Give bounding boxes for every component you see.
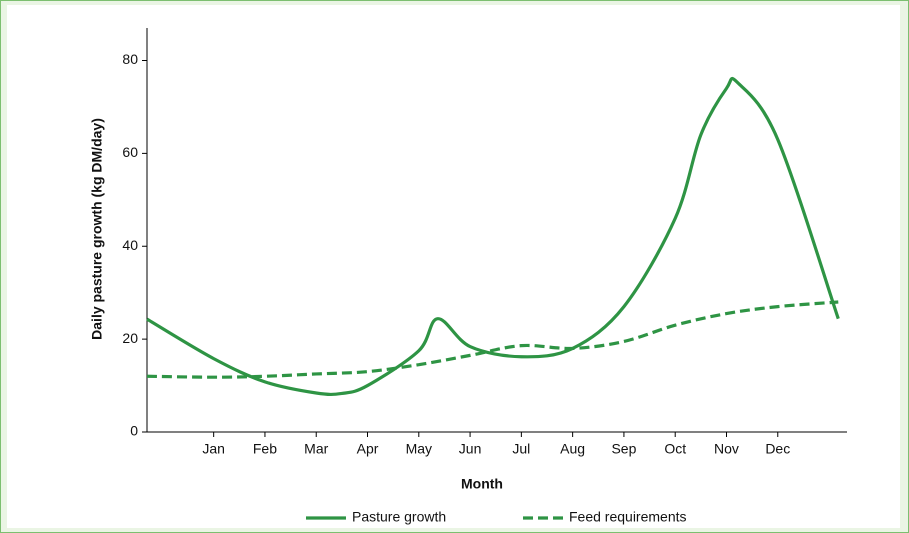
y-axis-label: Daily pasture growth (kg DM/day) <box>89 118 105 340</box>
x-tick-label: Oct <box>664 441 686 457</box>
x-tick-label: Jul <box>512 441 530 457</box>
x-tick-label: Feb <box>253 441 277 457</box>
x-tick-label: Sep <box>611 441 636 457</box>
x-axis-label: Month <box>461 476 503 492</box>
y-tick-label: 60 <box>122 144 138 160</box>
legend-label: Feed requirements <box>569 509 687 525</box>
x-tick-label: Nov <box>714 441 739 457</box>
x-tick-label: Jan <box>202 441 225 457</box>
line-series <box>146 76 840 397</box>
x-tick-label: May <box>406 441 432 457</box>
y-tick-label: 40 <box>122 237 138 253</box>
y-tick-label: 80 <box>122 51 138 67</box>
line-series <box>146 300 839 379</box>
y-tick-label: 0 <box>130 423 138 439</box>
y-tick-label: 20 <box>122 330 138 346</box>
x-tick-label: Mar <box>304 441 328 457</box>
x-tick-label: Aug <box>560 441 585 457</box>
plot-panel <box>7 5 900 528</box>
x-tick-label: Jun <box>459 441 482 457</box>
legend-label: Pasture growth <box>352 509 446 525</box>
x-tick-label: Apr <box>357 441 379 457</box>
x-tick-label: Dec <box>765 441 790 457</box>
